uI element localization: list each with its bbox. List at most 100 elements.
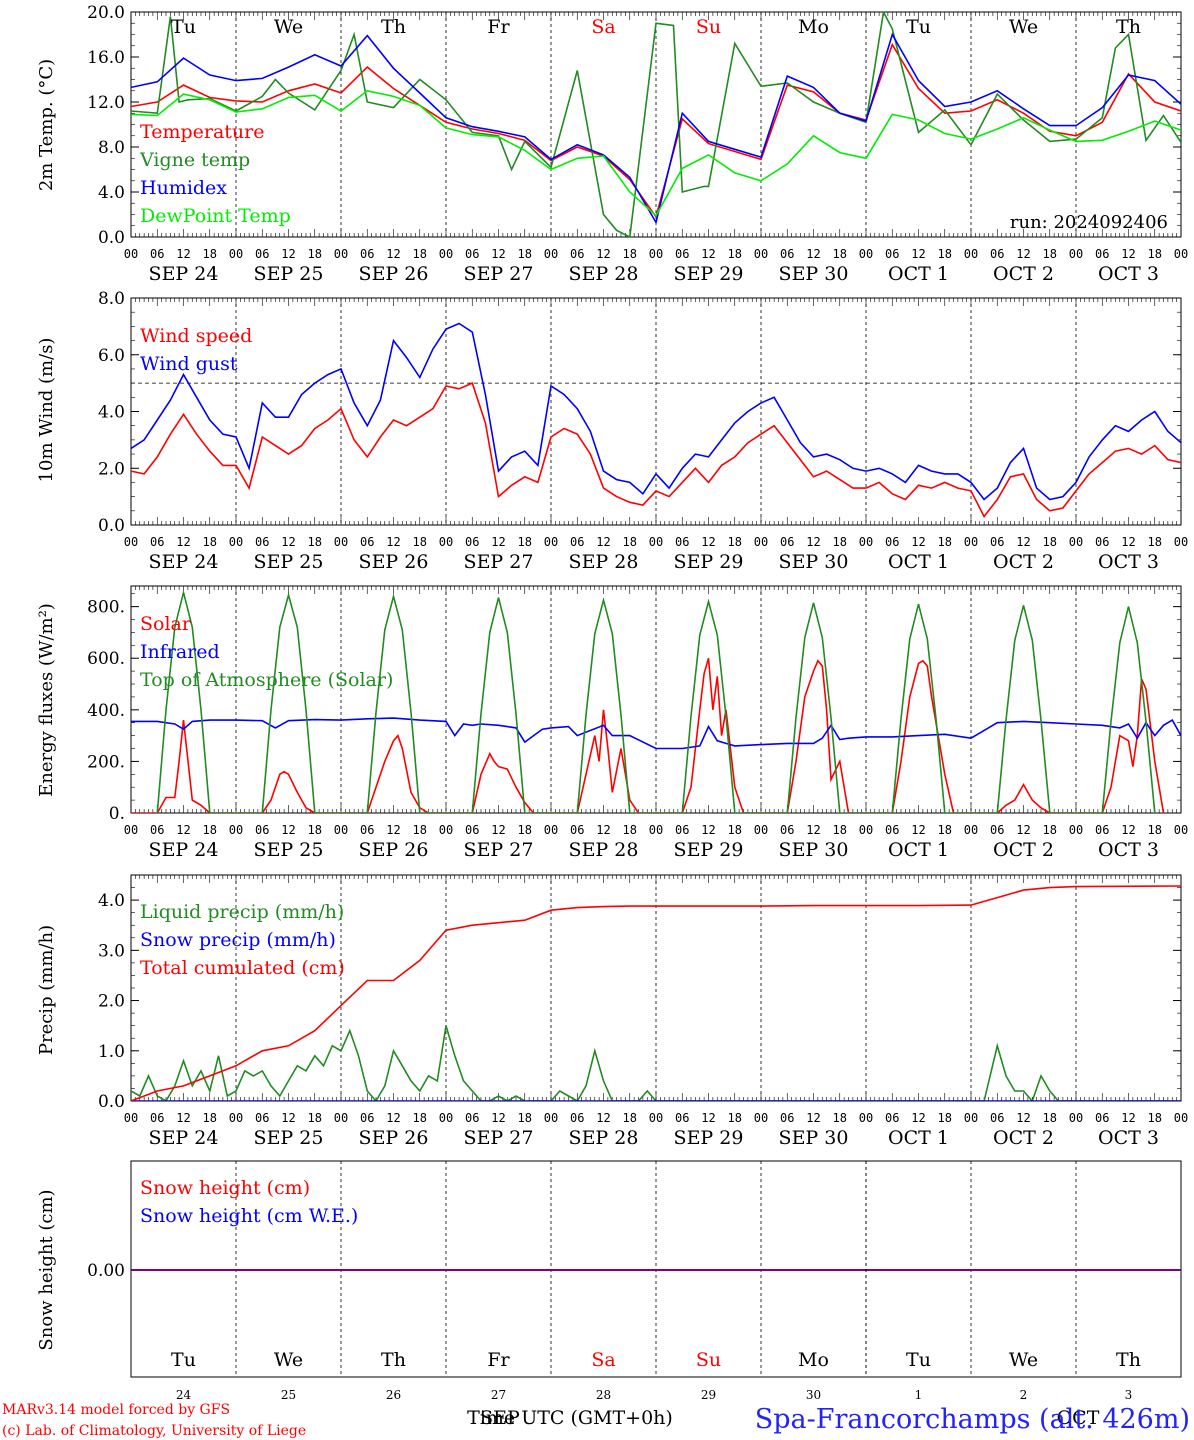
y-tick-label: 2.0: [98, 992, 125, 1012]
weekday-label: Tu: [171, 1349, 196, 1371]
hour-tick-label: 18: [938, 247, 952, 261]
hour-tick-label: 18: [833, 823, 847, 837]
hour-tick-label: 06: [465, 535, 479, 549]
y-axis-label: Snow height (cm): [36, 1189, 57, 1350]
date-label: SEP 28: [569, 551, 639, 573]
hour-tick-label: 00: [544, 823, 558, 837]
hour-tick-label: 12: [1016, 247, 1030, 261]
hour-tick-label: 06: [780, 1111, 794, 1125]
hour-tick-label: 18: [623, 247, 637, 261]
hour-tick-label: 18: [413, 823, 427, 837]
month-label: OCT: [1057, 1407, 1100, 1429]
day-number-label: 3: [1125, 1388, 1133, 1402]
hour-tick-label: 00: [439, 247, 453, 261]
hour-tick-label: 00: [859, 535, 873, 549]
date-label: OCT 3: [1098, 839, 1159, 861]
weekday-label: Th: [1116, 16, 1141, 38]
hour-tick-label: 12: [911, 535, 925, 549]
hour-tick-label: 06: [570, 247, 584, 261]
series-line: [131, 717, 1181, 750]
date-label: SEP 25: [254, 839, 324, 861]
y-tick-label: 0.00: [87, 1261, 125, 1281]
weekday-label: Tu: [906, 16, 931, 38]
weekday-label: Su: [696, 16, 721, 38]
date-label: SEP 29: [674, 263, 744, 285]
panel-4: 0.0 1.0 2.0 3.0 4.0 Precip (mm/h) Liquid preci…: [36, 874, 1188, 1149]
legend-entry: Vigne temp: [139, 149, 250, 171]
hour-tick-label: 00: [1174, 1111, 1188, 1125]
panel-5: 0.00 Snow height (cm) Snow height (cm) Snow…: [36, 1160, 1182, 1378]
hour-tick-label: 12: [386, 823, 400, 837]
hour-tick-label: 06: [990, 247, 1004, 261]
series-line: [131, 657, 1165, 813]
hour-tick-label: 00: [964, 247, 978, 261]
hour-tick-label: 06: [465, 823, 479, 837]
hour-tick-label: 18: [938, 823, 952, 837]
hour-tick-label: 06: [885, 247, 899, 261]
hour-tick-label: 06: [990, 535, 1004, 549]
hour-tick-label: 06: [570, 535, 584, 549]
hour-tick-label: 00: [1174, 823, 1188, 837]
month-label: SEP: [480, 1407, 520, 1429]
legend-entry: Snow height (cm): [140, 1177, 310, 1199]
hour-tick-label: 18: [413, 247, 427, 261]
hour-tick-label: 00: [649, 535, 663, 549]
date-label: OCT 2: [993, 263, 1054, 285]
date-label: SEP 29: [674, 839, 744, 861]
hour-tick-label: 00: [859, 823, 873, 837]
hour-tick-label: 18: [1043, 1111, 1057, 1125]
hour-tick-label: 06: [255, 823, 269, 837]
weekday-label: We: [1009, 1349, 1038, 1371]
day-number-label: 2: [1020, 1388, 1028, 1402]
hour-tick-label: 06: [885, 535, 899, 549]
hour-tick-label: 12: [1121, 247, 1135, 261]
hour-tick-label: 12: [806, 535, 820, 549]
hour-tick-label: 06: [255, 247, 269, 261]
date-label: SEP 26: [359, 263, 429, 285]
hour-tick-label: 00: [124, 247, 138, 261]
y-tick-label: 0.0: [98, 1092, 125, 1112]
hour-tick-label: 00: [544, 247, 558, 261]
hour-tick-label: 00: [964, 535, 978, 549]
hour-tick-label: 18: [833, 1111, 847, 1125]
day-number-label: 28: [596, 1388, 611, 1402]
hour-tick-label: 12: [1016, 823, 1030, 837]
date-label: SEP 27: [464, 551, 534, 573]
panel-2: 0.0 2.0 4.0 6.0 8.0 10m Wind (m/s) Wind speed W…: [36, 289, 1188, 573]
hour-tick-label: 12: [701, 823, 715, 837]
hour-tick-label: 00: [229, 247, 243, 261]
hour-tick-label: 06: [150, 535, 164, 549]
hour-tick-label: 12: [491, 247, 505, 261]
hour-tick-label: 18: [1148, 1111, 1162, 1125]
hour-tick-label: 06: [675, 535, 689, 549]
hour-tick-label: 12: [176, 1111, 190, 1125]
hour-tick-label: 00: [859, 247, 873, 261]
hour-tick-label: 12: [176, 535, 190, 549]
hour-tick-label: 18: [728, 1111, 742, 1125]
day-number-label: 26: [386, 1388, 401, 1402]
hour-tick-label: 12: [491, 823, 505, 837]
legend-entry: Liquid precip (mm/h): [140, 901, 344, 923]
hour-tick-label: 00: [544, 1111, 558, 1125]
hour-tick-label: 00: [334, 1111, 348, 1125]
hour-tick-label: 06: [255, 535, 269, 549]
weekday-label: Mo: [798, 16, 829, 38]
hour-tick-label: 00: [1069, 1111, 1083, 1125]
hour-tick-label: 12: [1121, 823, 1135, 837]
hour-tick-label: 00: [334, 823, 348, 837]
date-label: OCT 3: [1098, 263, 1159, 285]
weekday-label: Th: [381, 1349, 406, 1371]
y-tick-label: 4.0: [98, 891, 125, 911]
hour-tick-label: 12: [701, 535, 715, 549]
hour-tick-label: 06: [1095, 1111, 1109, 1125]
y-tick-label: 800.: [87, 598, 125, 618]
hour-tick-label: 12: [596, 247, 610, 261]
hour-tick-label: 18: [203, 247, 217, 261]
date-label: OCT 2: [993, 1127, 1054, 1149]
hour-tick-label: 06: [675, 823, 689, 837]
weekday-label: Th: [381, 16, 406, 38]
date-label: SEP 30: [779, 263, 849, 285]
panel-1: 0.0 4.0 8.0 12.0 16.0 20.0 2m Temp. (°C) Temper…: [36, 3, 1188, 285]
hour-tick-label: 18: [623, 823, 637, 837]
